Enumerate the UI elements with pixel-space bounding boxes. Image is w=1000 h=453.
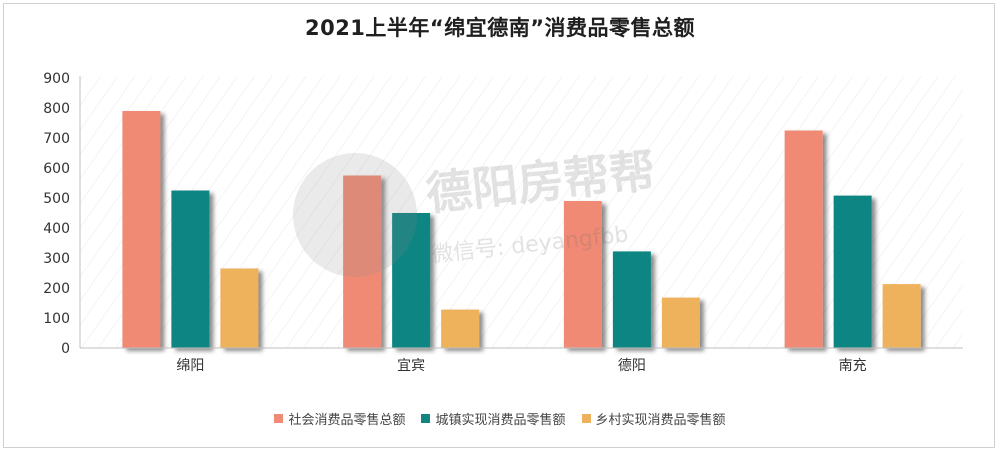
- y-tick-label: 600: [43, 161, 70, 177]
- bar: [612, 251, 651, 348]
- y-tick-label: 200: [43, 281, 70, 297]
- legend-swatch: [274, 414, 284, 423]
- bar: [833, 195, 872, 348]
- x-tick-label: 南充: [839, 358, 867, 374]
- y-tick-label: 400: [43, 221, 70, 237]
- y-tick-label: 500: [43, 191, 70, 207]
- bar: [171, 190, 210, 348]
- x-tick-label: 宜宾: [397, 358, 425, 374]
- x-tick-label: 德阳: [618, 358, 646, 374]
- y-tick-label: 0: [61, 341, 70, 357]
- y-tick-label: 300: [43, 251, 70, 267]
- chart-title: 2021上半年“绵宜德南”消费品零售总额: [304, 16, 696, 40]
- y-tick-label: 800: [43, 101, 70, 117]
- y-tick-label: 900: [43, 71, 70, 87]
- bar: [882, 284, 921, 348]
- x-axis: 绵阳 宜宾 德阳 南充: [80, 347, 963, 374]
- legend-label: 乡村实现消费品零售额: [595, 413, 726, 428]
- legend-item: 城镇实现消费品零售额: [421, 409, 566, 428]
- bar: [122, 111, 161, 348]
- bar: [343, 175, 382, 348]
- watermark: 德阳房帮帮 微信号: deyangfbb: [293, 143, 658, 277]
- bar-group: [122, 111, 921, 348]
- y-tick-label: 100: [43, 311, 70, 327]
- legend: 社会消费品零售总额 城镇实现消费品零售额 乡村实现消费品零售额: [0, 409, 1000, 428]
- legend-swatch: [421, 414, 431, 423]
- bar: [220, 268, 259, 348]
- bar: [441, 309, 480, 348]
- y-tick-label: 700: [43, 131, 70, 147]
- legend-swatch: [581, 414, 591, 423]
- legend-label: 城镇实现消费品零售额: [435, 413, 566, 428]
- bar: [784, 130, 823, 348]
- bar: [392, 213, 431, 348]
- legend-item: 社会消费品零售总额: [274, 409, 405, 428]
- y-axis: 0 100 200 300 400 500 600 700 800 900: [43, 71, 81, 357]
- bar: [563, 201, 602, 348]
- legend-item: 乡村实现消费品零售额: [581, 409, 726, 428]
- plot-background: [80, 76, 963, 348]
- legend-label: 社会消费品零售总额: [288, 413, 406, 428]
- x-tick-label: 绵阳: [176, 357, 204, 374]
- bar: [661, 297, 700, 348]
